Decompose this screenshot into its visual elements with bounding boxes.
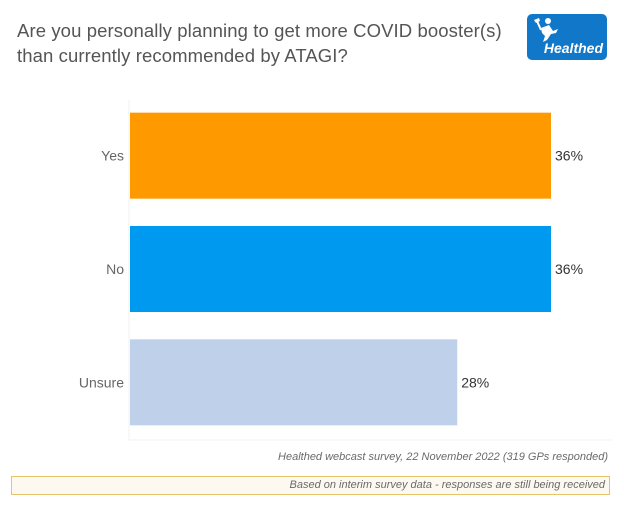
value-label-yes: 36% <box>555 148 583 164</box>
category-label-yes: Yes <box>101 148 124 164</box>
chart-title: Are you personally planning to get more … <box>17 18 517 68</box>
logo-text: Healthed <box>543 40 603 56</box>
category-label-no: No <box>106 261 124 277</box>
interim-data-note-text: Based on interim survey data - responses… <box>289 479 606 491</box>
value-label-no: 36% <box>555 261 583 277</box>
bar-yes <box>130 112 551 199</box>
bar-chart: Yes 36% No 36% Unsure 28% <box>79 100 612 441</box>
source-caption: Healthed webcast survey, 22 November 202… <box>278 451 608 463</box>
category-label-unsure: Unsure <box>79 374 124 390</box>
runner-icon <box>534 18 558 42</box>
bar-unsure <box>130 339 458 426</box>
chart-title-line-1: Are you personally planning to get more … <box>17 20 502 41</box>
interim-data-note: Based on interim survey data - responses… <box>11 476 610 495</box>
bar-no <box>130 226 551 312</box>
value-label-unsure: 28% <box>461 374 489 390</box>
chart-title-line-2: than currently recommended by ATAGI? <box>17 45 348 66</box>
healthed-logo: Healthed <box>527 14 607 60</box>
